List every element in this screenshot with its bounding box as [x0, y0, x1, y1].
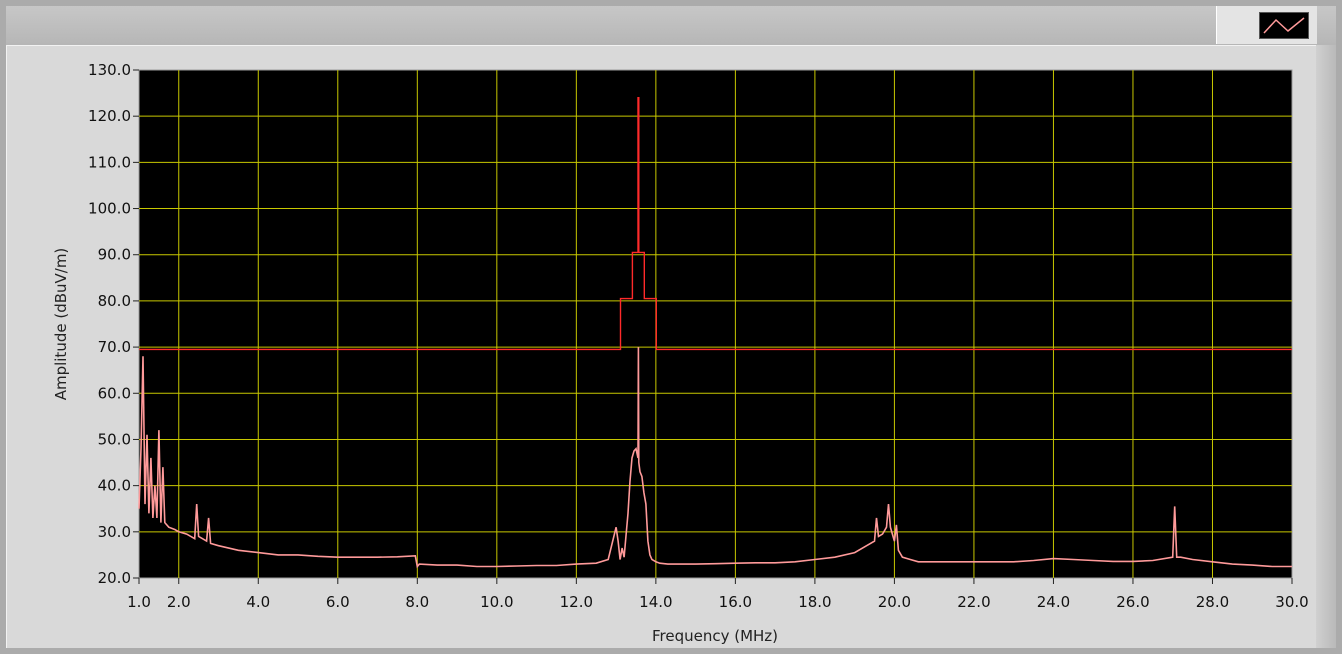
y-tick-label: 20.0	[98, 569, 131, 587]
x-tick-label: 6.0	[326, 593, 350, 611]
plot-legend-line-icon[interactable]	[1259, 12, 1309, 39]
measured-emission-series	[138, 347, 1292, 569]
x-tick-label: 18.0	[798, 593, 831, 611]
y-tick-label: 60.0	[98, 384, 131, 402]
data-series	[138, 96, 1292, 569]
plot-area	[138, 69, 1293, 579]
x-axis-ticks: 1.0 2.0 4.0 6.0 8.0 10.0 12.0 14.0 16.0 18.0 20.0 2…	[127, 578, 1309, 611]
y-tick-label: 30.0	[98, 523, 131, 541]
y-tick-label: 70.0	[98, 338, 131, 356]
y-tick-label: 50.0	[98, 430, 131, 448]
line-style-icon	[1263, 17, 1305, 34]
x-tick-label: 2.0	[167, 593, 191, 611]
y-tick-label: 40.0	[98, 477, 131, 495]
x-tick-label: 8.0	[405, 593, 429, 611]
graph-side-bar	[1316, 45, 1336, 648]
limit-line-series	[139, 96, 1292, 351]
y-tick-label: 110.0	[88, 153, 131, 171]
x-tick-label: 12.0	[560, 593, 593, 611]
y-tick-label: 120.0	[88, 107, 131, 125]
x-tick-label: 1.0	[127, 593, 151, 611]
y-axis-title: Amplitude (dBuV/m)	[52, 248, 70, 401]
x-tick-label: 10.0	[480, 593, 513, 611]
x-tick-label: 22.0	[957, 593, 990, 611]
graph-title-bar	[6, 6, 1336, 45]
y-tick-label: 80.0	[98, 292, 131, 310]
x-tick-label: 30.0	[1275, 593, 1308, 611]
grid-lines	[139, 70, 1292, 578]
x-tick-label: 14.0	[639, 593, 672, 611]
y-tick-label: 130.0	[88, 61, 131, 79]
y-tick-label: 90.0	[98, 246, 131, 264]
x-tick-label: 20.0	[878, 593, 911, 611]
x-tick-label: 16.0	[719, 593, 752, 611]
x-axis-title: Frequency (MHz)	[652, 627, 778, 645]
y-tick-label: 100.0	[88, 200, 131, 218]
x-tick-label: 4.0	[246, 593, 270, 611]
x-tick-label: 24.0	[1037, 593, 1070, 611]
y-axis-ticks: 20.0 30.0 40.0 50.0 60.0 70.0 80.0 90.0 100.0 110…	[88, 61, 139, 587]
x-tick-label: 28.0	[1196, 593, 1229, 611]
x-tick-label: 26.0	[1116, 593, 1149, 611]
